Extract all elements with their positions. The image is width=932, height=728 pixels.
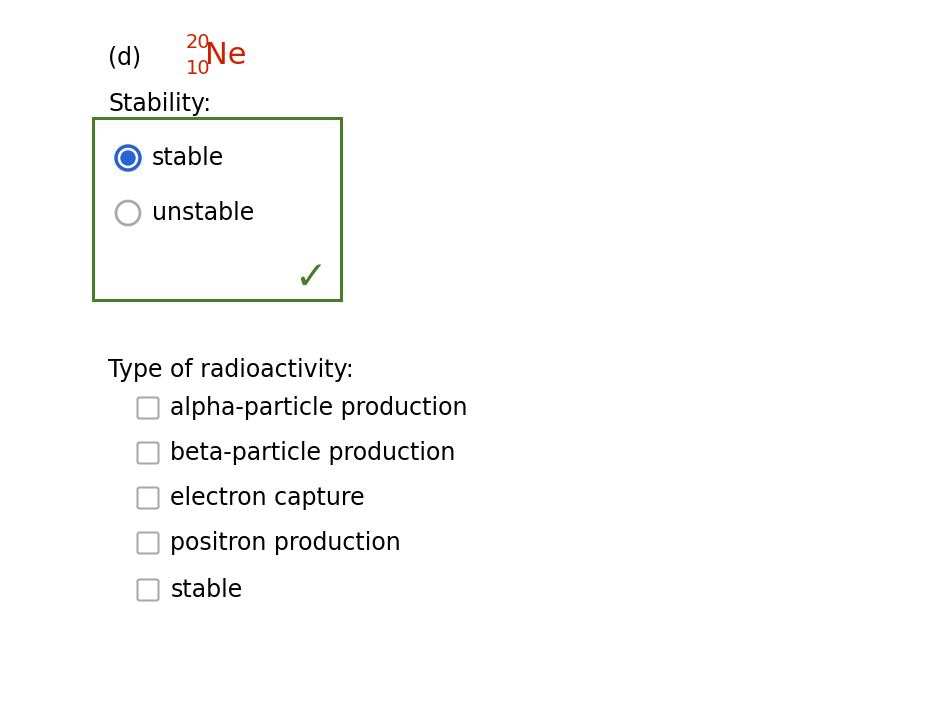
Circle shape bbox=[116, 201, 140, 225]
Text: 10: 10 bbox=[186, 58, 211, 77]
Bar bbox=[93, 118, 341, 300]
FancyBboxPatch shape bbox=[138, 532, 158, 553]
Text: stable: stable bbox=[171, 578, 242, 602]
Text: 20: 20 bbox=[186, 33, 211, 52]
Text: electron capture: electron capture bbox=[171, 486, 365, 510]
FancyBboxPatch shape bbox=[138, 443, 158, 464]
Text: beta-particle production: beta-particle production bbox=[171, 441, 456, 465]
Text: stable: stable bbox=[152, 146, 225, 170]
FancyBboxPatch shape bbox=[138, 579, 158, 601]
Text: positron production: positron production bbox=[171, 531, 402, 555]
Text: ✓: ✓ bbox=[294, 259, 326, 297]
Text: unstable: unstable bbox=[152, 201, 254, 225]
Text: Stability:: Stability: bbox=[108, 92, 212, 116]
FancyBboxPatch shape bbox=[138, 397, 158, 419]
Text: (d): (d) bbox=[108, 46, 141, 70]
Circle shape bbox=[116, 146, 140, 170]
Text: alpha-particle production: alpha-particle production bbox=[171, 396, 468, 420]
FancyBboxPatch shape bbox=[138, 488, 158, 508]
Circle shape bbox=[121, 151, 135, 165]
Text: Type of radioactivity:: Type of radioactivity: bbox=[108, 358, 354, 382]
Text: Ne: Ne bbox=[205, 41, 246, 69]
